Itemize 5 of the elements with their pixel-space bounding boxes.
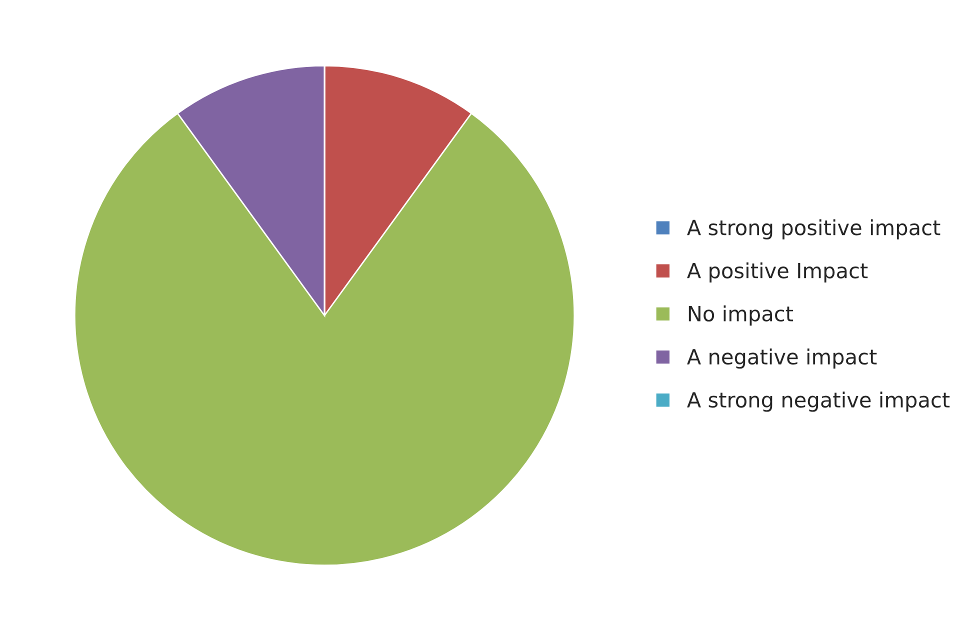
legend-label: A strong positive impact: [687, 219, 940, 240]
legend-label: No impact: [688, 305, 794, 326]
legend-label: A positive Impact: [687, 262, 868, 282]
legend-label: A strong negative impact: [687, 392, 950, 412]
legend-label: A negative impact: [687, 348, 877, 369]
